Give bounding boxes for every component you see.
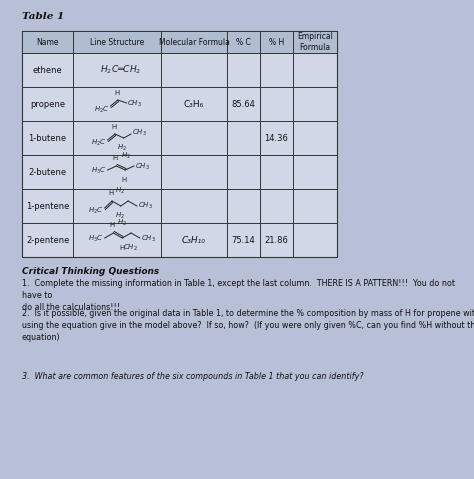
Text: 1-butene: 1-butene (28, 134, 67, 142)
Text: ethene: ethene (33, 66, 63, 75)
Text: $CH_3$: $CH_3$ (128, 99, 142, 109)
Text: H: H (115, 90, 120, 96)
Text: $H_3C$: $H_3C$ (88, 234, 103, 244)
Text: H: H (121, 177, 127, 183)
Text: 14.36: 14.36 (264, 134, 288, 142)
Text: 75.14: 75.14 (231, 236, 255, 244)
Text: 3.  What are common features of the six compounds in Table 1 that you can identi: 3. What are common features of the six c… (22, 372, 364, 381)
Text: $CH_2$: $CH_2$ (123, 243, 137, 253)
Text: 2-butene: 2-butene (28, 168, 67, 176)
Text: 1.  Complete the missing information in Table 1, except the last column.  THERE : 1. Complete the missing information in T… (22, 279, 455, 312)
Text: $H_3C$: $H_3C$ (91, 166, 106, 176)
Text: $H_2C$: $H_2C$ (94, 105, 109, 115)
Text: $H_2C$: $H_2C$ (91, 138, 106, 148)
Text: $H_2C$: $H_2C$ (88, 206, 103, 216)
Text: $H_2$: $H_2$ (115, 211, 125, 221)
Text: H: H (109, 222, 115, 228)
Text: $CH_3$: $CH_3$ (135, 162, 150, 172)
Text: C₃H₆: C₃H₆ (184, 100, 204, 109)
Text: H: H (112, 155, 118, 161)
Text: % H: % H (269, 37, 284, 46)
Text: C₃H₁₀: C₃H₁₀ (182, 236, 206, 244)
Text: 2.  Is it possible, given the original data in Table 1, to determine the % compo: 2. Is it possible, given the original da… (22, 309, 474, 342)
Text: $H_2$: $H_2$ (117, 143, 127, 153)
Text: $CH_3$: $CH_3$ (137, 201, 153, 211)
Text: Empirical
Formula: Empirical Formula (297, 32, 333, 52)
Text: propene: propene (30, 100, 65, 109)
Text: $CH_3$: $CH_3$ (141, 234, 155, 244)
Text: 85.64: 85.64 (231, 100, 255, 109)
Text: Table 1: Table 1 (22, 12, 64, 21)
Text: Name: Name (36, 37, 59, 46)
Text: 1-pentene: 1-pentene (26, 202, 69, 210)
Text: 2-pentene: 2-pentene (26, 236, 69, 244)
Text: H: H (109, 190, 114, 196)
Text: Line Structure: Line Structure (90, 37, 144, 46)
Text: 21.86: 21.86 (264, 236, 288, 244)
FancyBboxPatch shape (22, 31, 337, 53)
Text: H: H (119, 245, 124, 251)
Text: $H_2$: $H_2$ (115, 186, 125, 196)
Text: $CH_3$: $CH_3$ (132, 128, 146, 138)
Text: Molecular Formula: Molecular Formula (158, 37, 229, 46)
Text: $H_2$: $H_2$ (117, 218, 127, 228)
Text: H: H (111, 124, 117, 130)
Text: Critical Thinking Questions: Critical Thinking Questions (22, 267, 159, 276)
Text: $H_2C$═$CH_2$: $H_2C$═$CH_2$ (100, 64, 141, 76)
Text: % C: % C (236, 37, 251, 46)
Text: $H_2$: $H_2$ (121, 151, 131, 161)
FancyBboxPatch shape (22, 31, 337, 257)
